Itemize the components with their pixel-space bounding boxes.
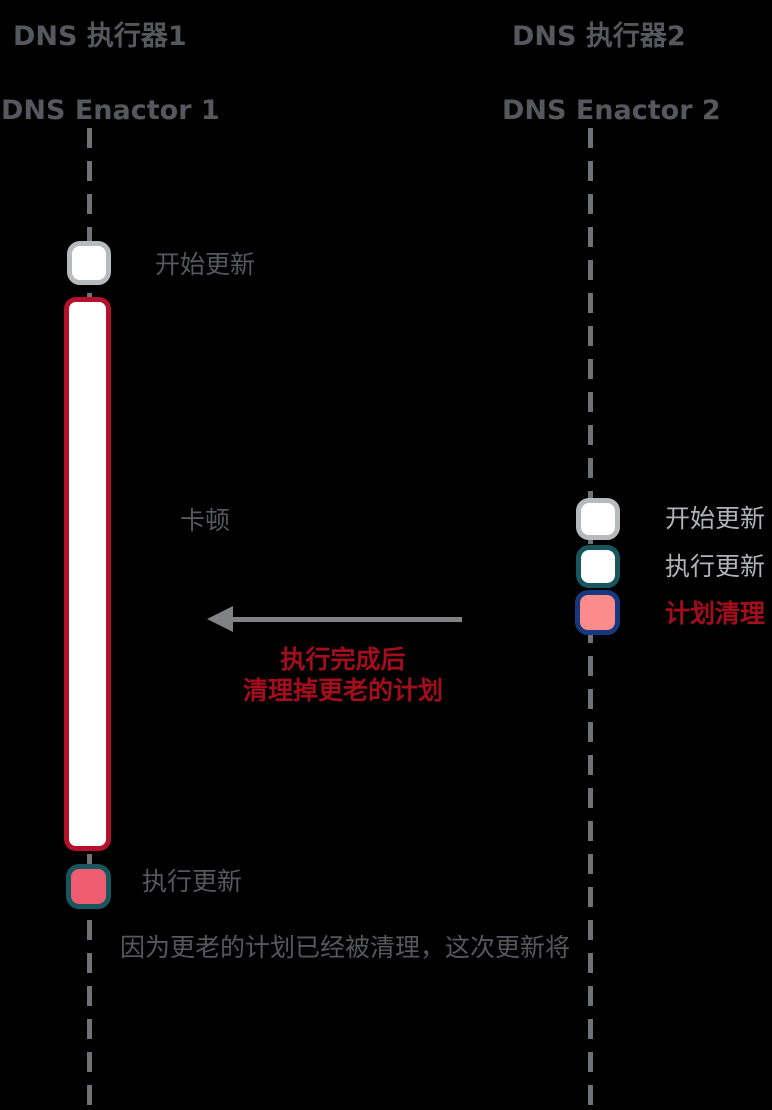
cleanup-arrow-head-icon [207,606,233,632]
actor1-title-zh: DNS 执行器1 [13,21,187,52]
actor1-title-en: DNS Enactor 1 [1,95,220,126]
cleanup-arrow-note-line2: 清理掉更老的计划 [242,676,443,705]
enactor2-execute-update-label: 执行更新 [665,552,766,581]
enactor1-execute-update-label: 执行更新 [142,867,243,896]
enactor1-stall-activation-bar [64,297,111,851]
enactor1-bottom-note: 因为更老的计划已经被清理，这次更新将 [120,933,571,962]
cleanup-arrow-note-line1: 执行完成后 [280,645,406,674]
actor2-title-en: DNS Enactor 2 [502,95,721,126]
enactor1-start-update-label: 开始更新 [155,250,256,279]
enactor2-execute-update-node [576,545,620,588]
cleanup-arrow-line [230,617,462,622]
enactor2-plan-cleanup-node [575,590,620,635]
actor2-title-zh: DNS 执行器2 [512,21,686,52]
enactor2-start-update-label: 开始更新 [665,504,766,533]
enactor1-start-update-node [67,241,111,285]
cleanup-arrow-note: 执行完成后 清理掉更老的计划 [197,644,489,706]
enactor1-stall-label: 卡顿 [180,506,231,535]
enactor2-plan-cleanup-label: 计划清理 [665,599,766,628]
enactor1-execute-update-node [66,864,111,909]
enactor2-start-update-node [576,498,620,540]
